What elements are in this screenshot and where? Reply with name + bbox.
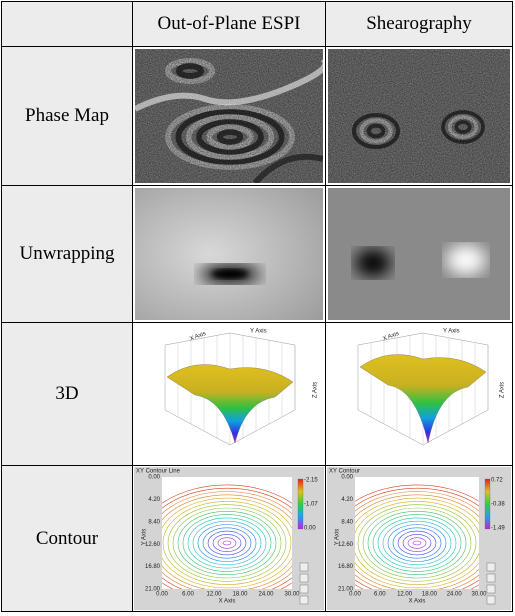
y-tick-label: 16.80 [145,564,161,570]
colorbar [298,479,303,529]
column-header: Shearography [326,2,513,47]
x-tick-label: 24.00 [447,592,463,598]
image-cell [133,186,326,323]
scale-label: -1.07 [304,502,318,508]
y-tick-label: 21.00 [338,587,354,593]
y-tick-label: 16.80 [338,564,354,570]
x-tick-label: 24.00 [258,592,274,598]
scale-label: 0.72 [491,478,503,484]
axis-label: X Axis [382,331,400,342]
image-cell [326,47,513,186]
y-tick-label: 0.00 [341,475,353,481]
x-tick-label: 6.00 [182,592,194,598]
column-header: Out-of-Plane ESPI [133,2,326,47]
y-tick-label: 21.00 [145,587,161,593]
y-tick-label: 8.40 [148,519,160,525]
image-cell [133,47,326,186]
tool-button [487,574,495,582]
unwrap-espi [135,188,323,320]
tool-button [300,585,308,593]
comparison-table: Out-of-Plane ESPI Shearography Phase Map… [1,1,513,612]
scale-label: -2.15 [304,478,318,484]
tool-button [300,596,308,604]
image-cell: XY Contour0.72-0.38-1.490.006.0012.0018.… [326,466,513,612]
axis-label: Y Axis [250,329,267,335]
x-tick-label: 6.00 [374,592,386,598]
axis-label: X Axis [189,331,207,342]
y-tick-label: 4.20 [341,497,353,503]
x-tick-label: 18.00 [232,592,248,598]
y-tick-label: 8.40 [341,519,353,525]
tool-button [487,585,495,593]
surface-espi: X Axis Y Axis Z Axis [135,325,323,463]
axis-label: Z Axis [313,382,319,398]
image-cell [326,186,513,323]
tool-button [300,574,308,582]
page: Out-of-Plane ESPI Shearography Phase Map… [0,1,515,612]
x-tick-label: 18.00 [422,592,438,598]
scale-label: -0.38 [491,502,505,508]
axis-label: Y Axis [335,529,341,546]
tool-button [300,563,308,571]
row-label: Contour [2,466,133,612]
y-tick-label: 4.20 [148,497,160,503]
tool-button [487,563,495,571]
image-cell: X Axis Y Axis Z Axis [133,323,326,466]
corner-cell [2,2,133,47]
tool-button [487,596,495,604]
axis-label: Y Axis [443,329,460,335]
scale-label: -1.49 [491,526,505,532]
deformation-core [212,269,248,279]
axis-label: X Axis [219,599,236,605]
row-label: 3D [2,323,133,466]
speckle [328,49,510,183]
x-tick-label: 12.00 [206,592,222,598]
y-tick-label: 0.00 [148,475,160,481]
x-tick-label: 30.00 [284,592,300,598]
bright-lobe [446,245,486,275]
surface-shear: X Axis Y Axis Z Axis [328,325,510,463]
row-label: Unwrapping [2,186,133,323]
phase-map-shear [328,49,510,183]
speckle [135,49,323,183]
background [135,188,323,320]
axis-label: X Axis [409,599,426,605]
axis-label: Z Axis [500,382,506,398]
axis-label: Y Axis [142,529,148,546]
row-label: Phase Map [2,47,133,186]
x-tick-label: 30.00 [471,592,487,598]
image-cell: X Axis Y Axis Z Axis [326,323,513,466]
contour-espi: XY Contour Line-2.15-1.070.000.006.0012.… [134,467,324,610]
plot-area [355,477,479,589]
dark-lobe [355,249,391,277]
scale-label: 0.00 [304,526,316,532]
unwrap-shear [328,188,510,320]
x-tick-label: 12.00 [397,592,413,598]
phase-map-espi [135,49,323,183]
colorbar [485,479,490,529]
